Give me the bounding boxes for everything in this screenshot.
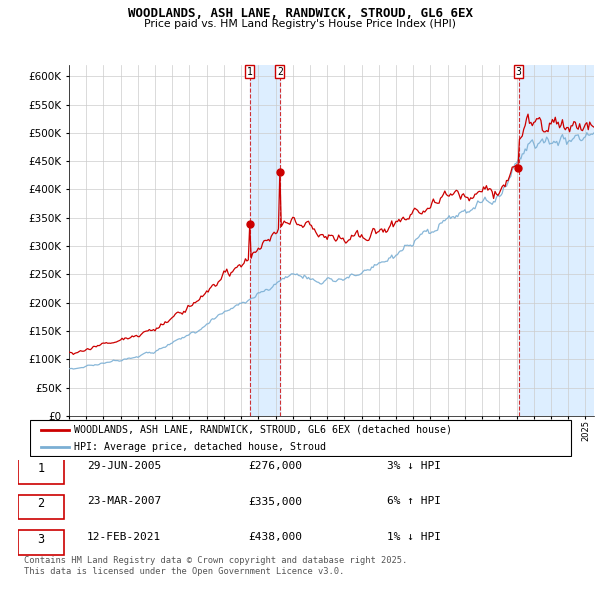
Text: Contains HM Land Registry data © Crown copyright and database right 2025.
This d: Contains HM Land Registry data © Crown c… <box>24 556 407 576</box>
FancyBboxPatch shape <box>18 460 64 484</box>
Text: HPI: Average price, detached house, Stroud: HPI: Average price, detached house, Stro… <box>74 441 326 451</box>
Text: 2: 2 <box>37 497 44 510</box>
Text: 6% ↑ HPI: 6% ↑ HPI <box>386 497 440 506</box>
Text: £276,000: £276,000 <box>248 461 302 471</box>
Text: 12-FEB-2021: 12-FEB-2021 <box>87 532 161 542</box>
Text: 2: 2 <box>277 67 283 77</box>
Text: 29-JUN-2005: 29-JUN-2005 <box>87 461 161 471</box>
Text: Price paid vs. HM Land Registry's House Price Index (HPI): Price paid vs. HM Land Registry's House … <box>144 19 456 30</box>
Text: 1: 1 <box>37 462 44 475</box>
FancyBboxPatch shape <box>18 530 64 555</box>
Bar <box>250 65 280 416</box>
FancyBboxPatch shape <box>30 419 571 457</box>
Text: £438,000: £438,000 <box>248 532 302 542</box>
Text: WOODLANDS, ASH LANE, RANDWICK, STROUD, GL6 6EX (detached house): WOODLANDS, ASH LANE, RANDWICK, STROUD, G… <box>74 425 452 435</box>
Text: 3: 3 <box>37 533 44 546</box>
Text: WOODLANDS, ASH LANE, RANDWICK, STROUD, GL6 6EX: WOODLANDS, ASH LANE, RANDWICK, STROUD, G… <box>128 7 473 20</box>
Text: 3% ↓ HPI: 3% ↓ HPI <box>386 461 440 471</box>
Text: 23-MAR-2007: 23-MAR-2007 <box>87 497 161 506</box>
Text: 3: 3 <box>515 67 521 77</box>
Bar <box>518 65 594 416</box>
Text: 1% ↓ HPI: 1% ↓ HPI <box>386 532 440 542</box>
Text: 1: 1 <box>247 67 253 77</box>
Text: £335,000: £335,000 <box>248 497 302 506</box>
FancyBboxPatch shape <box>18 495 64 519</box>
